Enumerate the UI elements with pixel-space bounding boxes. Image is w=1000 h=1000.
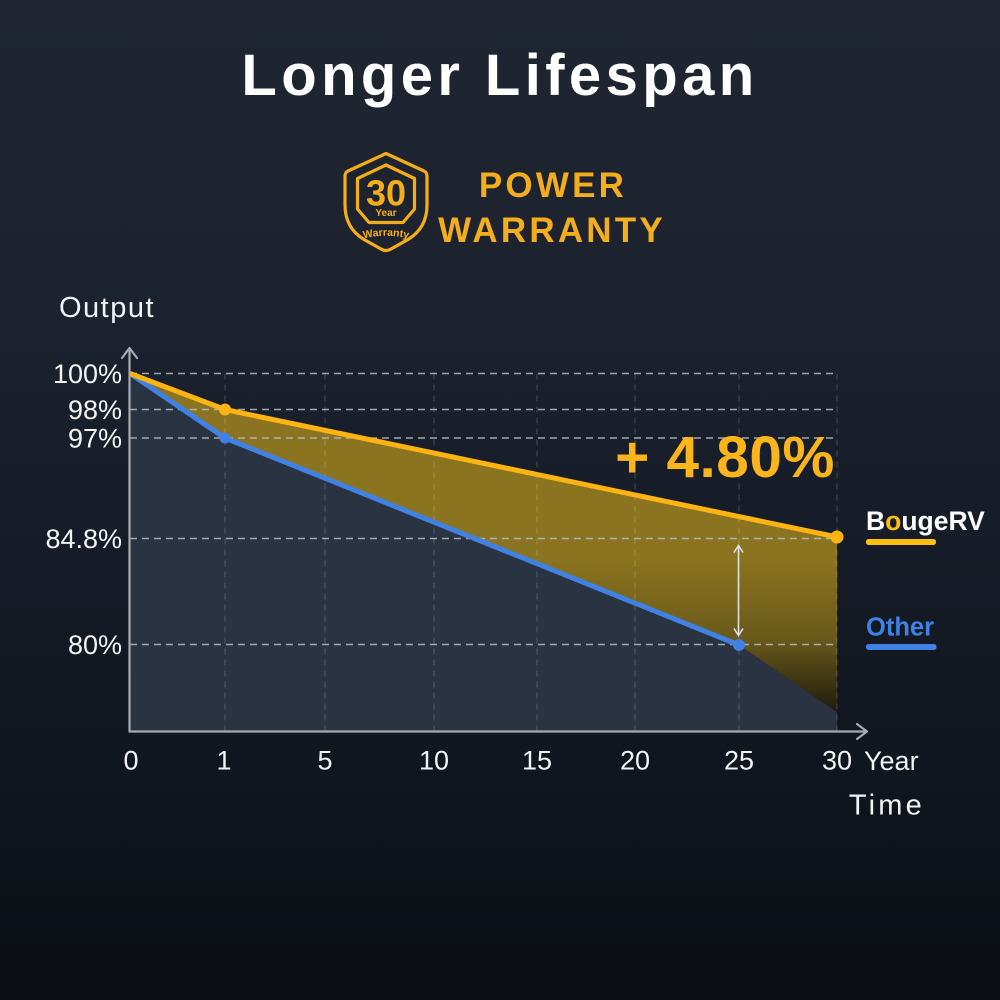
svg-text:Year: Year [864, 746, 919, 776]
svg-text:30: 30 [366, 173, 406, 214]
svg-text:97%: 97% [68, 424, 122, 454]
svg-text:+ 4.80%: + 4.80% [615, 425, 835, 490]
svg-text:84.8%: 84.8% [45, 524, 122, 554]
svg-text:Other: Other [866, 614, 934, 642]
svg-text:WARRANTY: WARRANTY [438, 211, 666, 250]
svg-text:Year: Year [375, 208, 396, 219]
svg-text:Warranty: Warranty [362, 227, 410, 242]
svg-text:BougeRV: BougeRV [866, 506, 985, 536]
svg-text:100%: 100% [53, 359, 122, 389]
svg-text:15: 15 [522, 746, 552, 776]
svg-text:30: 30 [822, 746, 852, 776]
svg-text:5: 5 [317, 746, 332, 776]
svg-text:20: 20 [620, 746, 650, 776]
svg-text:Longer Lifespan: Longer Lifespan [241, 43, 758, 108]
svg-text:POWER: POWER [479, 166, 627, 205]
svg-text:10: 10 [419, 746, 449, 776]
svg-text:1: 1 [216, 746, 231, 776]
svg-text:80%: 80% [68, 630, 122, 660]
svg-text:Time: Time [849, 790, 925, 822]
svg-text:Output: Output [59, 292, 155, 324]
svg-text:25: 25 [724, 746, 754, 776]
svg-text:98%: 98% [68, 395, 122, 425]
svg-text:0: 0 [123, 746, 138, 776]
